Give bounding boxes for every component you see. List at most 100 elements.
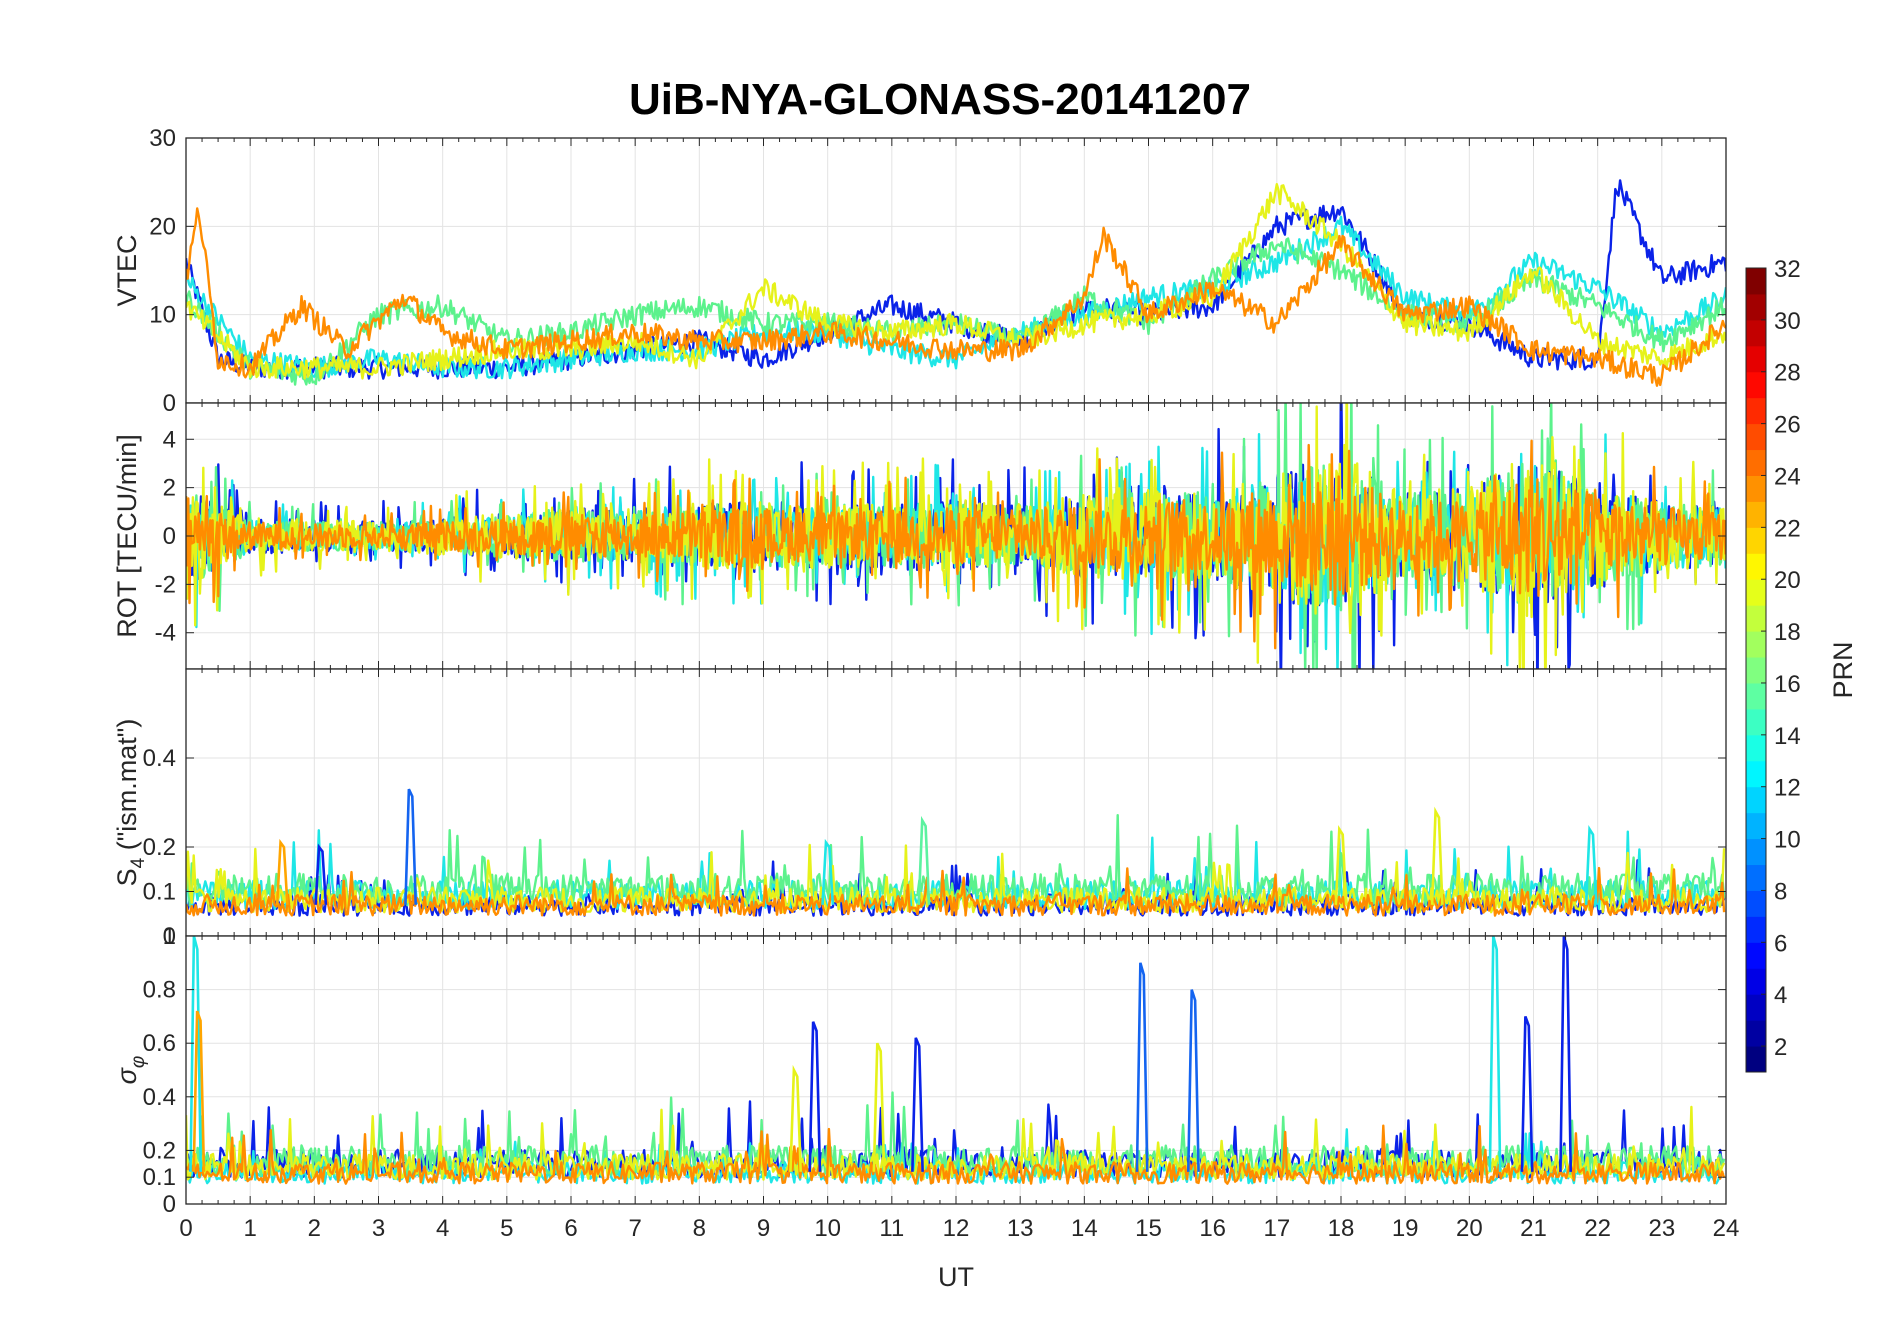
spike-line <box>1430 806 1444 905</box>
x-tick-label: 13 <box>1007 1215 1034 1242</box>
colorbar-segment <box>1746 734 1766 762</box>
y-tick-label: 0.1 <box>143 1164 176 1191</box>
y-axis-label: σφ <box>112 1056 149 1085</box>
series-line-prn-20 <box>186 1105 1726 1181</box>
colorbar-segment <box>1746 345 1766 373</box>
x-tick-label: 16 <box>1199 1215 1226 1242</box>
y-tick-label: -4 <box>155 620 176 647</box>
vtec-panel: 0 10 20 30 VTEC <box>112 125 1727 417</box>
spike-line <box>314 843 328 905</box>
colorbar-segment <box>1746 1020 1766 1047</box>
spike-line <box>1334 825 1348 905</box>
spike-line <box>821 838 835 905</box>
colorbar-segment <box>1746 682 1766 710</box>
x-tick-label: 2 <box>308 1215 321 1242</box>
spike-line <box>189 936 203 1172</box>
x-tick-label: 8 <box>693 1215 706 1242</box>
x-axis-label: UT <box>938 1262 974 1292</box>
colorbar-segment <box>1746 760 1766 788</box>
y-tick-label: 2 <box>163 475 176 502</box>
colorbar-segment <box>1746 268 1766 295</box>
colorbar-segment <box>1746 968 1766 995</box>
chart-title: UiB-NYA-GLONASS-20141207 <box>629 75 1251 124</box>
x-tick-label: 4 <box>436 1215 449 1242</box>
colorbar-segment <box>1746 553 1766 580</box>
colorbar-segment <box>1746 397 1766 425</box>
series-group <box>186 403 1726 669</box>
colorbar-tick-label: 26 <box>1774 412 1801 439</box>
colorbar-segment <box>1746 527 1766 554</box>
spike-line <box>1488 936 1502 1172</box>
x-tick-label: 5 <box>500 1215 513 1242</box>
y-tick-label: 0 <box>163 523 176 550</box>
series-group <box>186 788 1726 917</box>
spike-line <box>808 1021 822 1172</box>
series-line-prn-20 <box>186 403 1726 669</box>
spike-line <box>1584 825 1598 905</box>
y-tick-label: 0.6 <box>143 1030 176 1057</box>
colorbar-segment <box>1746 475 1766 502</box>
series-line-prn-16 <box>186 1091 1726 1177</box>
y-axis-label: S4 ("ism.mat") <box>112 719 149 887</box>
series-group <box>186 179 1726 387</box>
y-tick-label: 0.2 <box>143 1137 176 1164</box>
colorbar-segment <box>1746 942 1766 969</box>
colorbar-segment <box>1746 916 1766 943</box>
x-tick-label: 18 <box>1328 1215 1355 1242</box>
series-line-prn-23 <box>186 866 1726 917</box>
y-tick-label: 20 <box>149 213 176 240</box>
colorbar-segment <box>1746 579 1766 606</box>
colorbar-tick-label: 12 <box>1774 775 1801 802</box>
spike-line <box>192 1010 206 1172</box>
series-line-prn-20 <box>186 183 1726 380</box>
x-tick-label: 17 <box>1263 1215 1290 1242</box>
x-tick-label: 21 <box>1520 1215 1547 1242</box>
x-tick-label: 15 <box>1135 1215 1162 1242</box>
colorbar-segment <box>1746 293 1766 321</box>
y-tick-label: 0.4 <box>143 745 176 772</box>
colorbar-segment <box>1746 501 1766 528</box>
colorbar-frame <box>1745 267 1767 1073</box>
colorbar-tick-label: 4 <box>1774 982 1787 1009</box>
y-tick-label: 4 <box>163 426 176 453</box>
x-tick-label: 22 <box>1584 1215 1611 1242</box>
y-tick-label: 0.8 <box>143 977 176 1004</box>
x-tick-label: 6 <box>564 1215 577 1242</box>
colorbar-segment <box>1746 812 1766 840</box>
spike-line <box>789 1064 803 1172</box>
x-tick-label: 3 <box>372 1215 385 1242</box>
series-line-prn-23 <box>186 1124 1726 1185</box>
colorbar-segment <box>1746 708 1766 736</box>
x-tick-label: 7 <box>628 1215 641 1242</box>
x-tick-label: 12 <box>943 1215 970 1242</box>
x-tick-label: 9 <box>757 1215 770 1242</box>
colorbar-tick-label: 10 <box>1774 827 1801 854</box>
colorbar-tick-label: 28 <box>1774 360 1801 387</box>
colorbar-segment <box>1746 864 1766 891</box>
colorbar-segment <box>1746 371 1766 399</box>
spike-line <box>1135 962 1149 1172</box>
spike-line <box>911 1037 924 1172</box>
spike-line <box>1559 936 1573 1172</box>
s4-panel: 0 0.1 0.2 0.4S4 ("ism.mat") <box>112 668 1727 950</box>
y-tick-label: 0 <box>163 390 176 417</box>
colorbar-tick-label: 16 <box>1774 671 1801 698</box>
colorbar-segment <box>1746 423 1766 451</box>
colorbar-tick-label: 20 <box>1774 567 1801 594</box>
x-tick-label: 0 <box>179 1215 192 1242</box>
y-tick-label: 0 <box>163 923 176 950</box>
colorbar-label: PRN <box>1828 641 1858 698</box>
colorbar-tick-label: 32 <box>1774 256 1801 283</box>
colorbar-segment <box>1746 319 1766 347</box>
colorbar-segment <box>1746 786 1766 814</box>
colorbar-tick-label: 18 <box>1774 619 1801 646</box>
colorbar-tick-label: 8 <box>1774 878 1787 905</box>
x-tick-label: 1 <box>243 1215 256 1242</box>
colorbar-segment <box>1746 1046 1766 1073</box>
colorbar-segment <box>1746 994 1766 1021</box>
colorbar-segment <box>1746 605 1766 632</box>
y-axis-label: ROT [TECU/min] <box>112 434 142 638</box>
colorbar-tick-label: 2 <box>1774 1034 1787 1061</box>
